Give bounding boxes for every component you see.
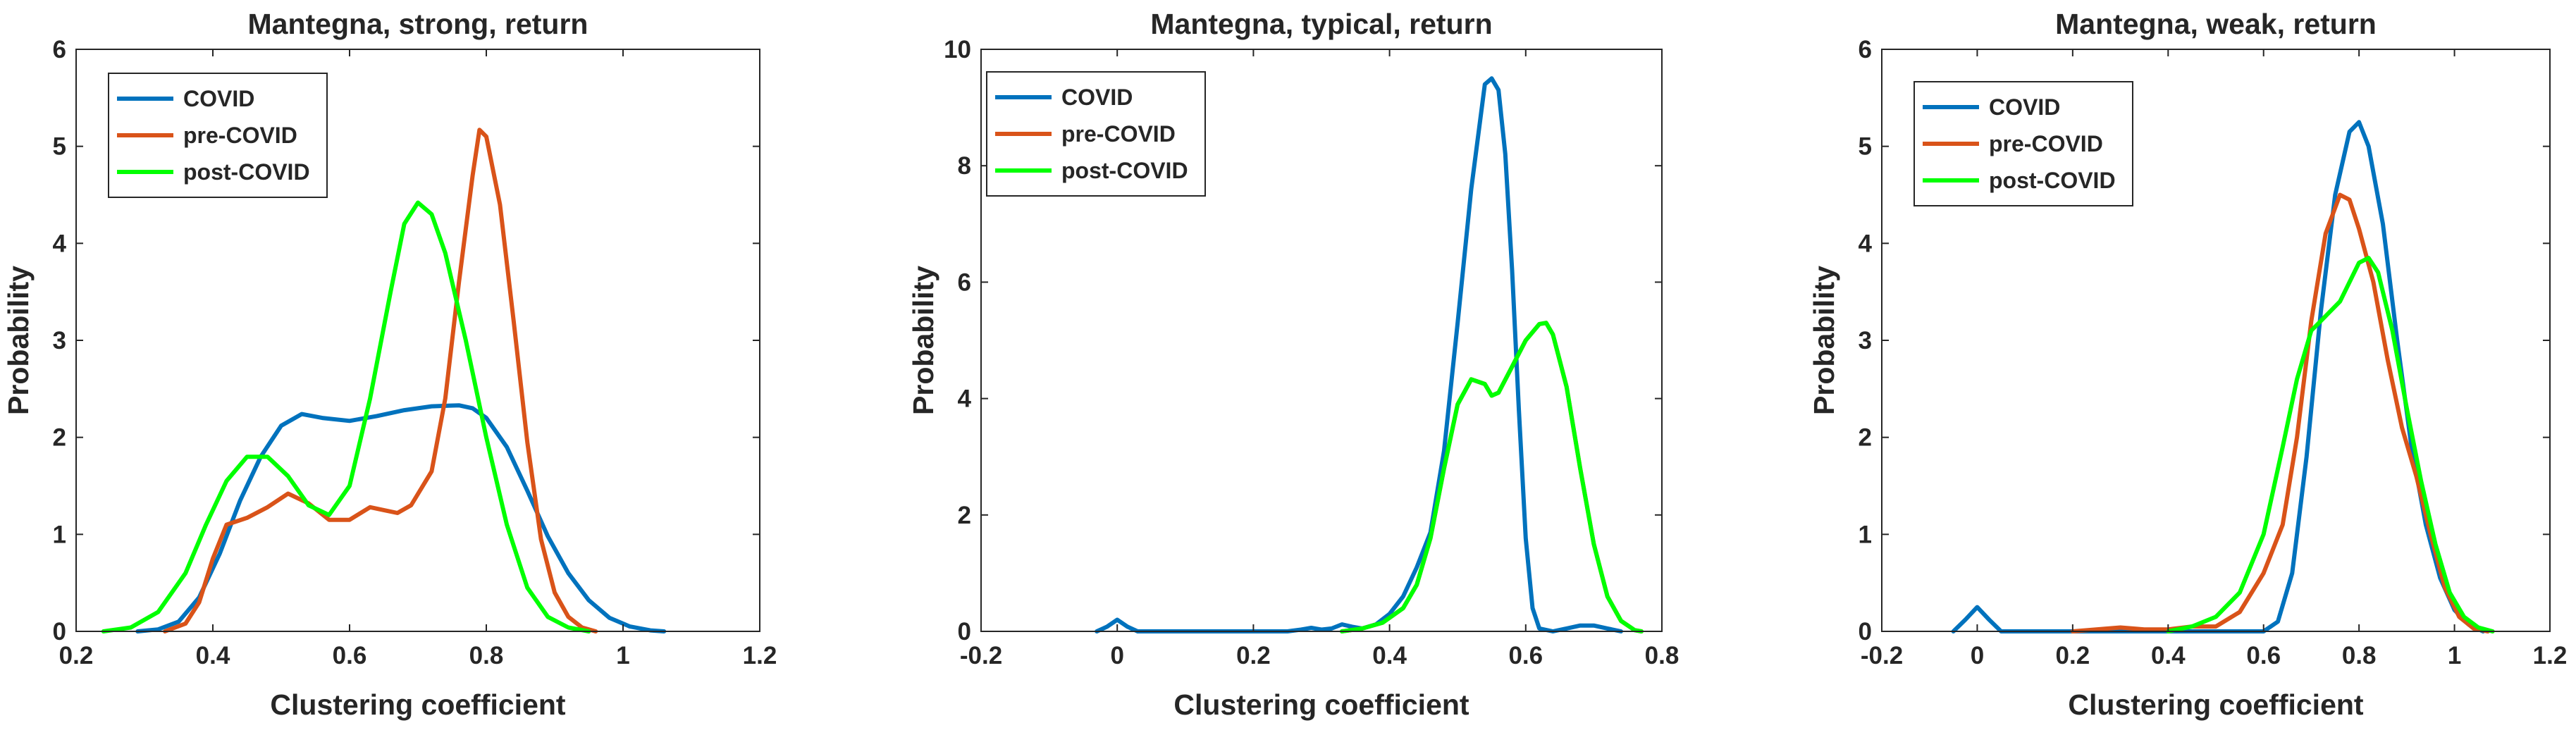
legend-label-pre-covid: pre-COVID <box>1061 121 1176 147</box>
x-axis-label: Clustering coefficient <box>270 688 566 721</box>
series-line-post-covid <box>1340 321 1644 633</box>
series-line-covid <box>1095 76 1623 633</box>
y-tick-label: 10 <box>944 36 971 63</box>
y-tick-label: 4 <box>53 230 67 257</box>
x-tick-label: -0.2 <box>960 642 1002 669</box>
legend: COVID pre-COVID post-COVID <box>108 73 328 198</box>
y-tick-label: 4 <box>1859 230 1873 257</box>
legend: COVID pre-COVID post-COVID <box>986 71 1206 197</box>
x-tick-label: 0.8 <box>469 642 504 669</box>
x-tick-label: 0.2 <box>1236 642 1271 669</box>
x-tick-label: 0 <box>1971 642 1984 669</box>
y-tick-label: 2 <box>958 502 971 529</box>
axes-box <box>980 49 1663 632</box>
y-tick-label: 1 <box>1859 521 1872 548</box>
y-tick-label: 0 <box>1859 618 1872 645</box>
series-line-covid <box>135 403 667 633</box>
series-line-post-covid <box>101 200 591 633</box>
y-tick-label: 6 <box>1859 36 1872 63</box>
x-tick-label: 0.2 <box>2056 642 2090 669</box>
chart-title: Mantegna, strong, return <box>248 8 588 40</box>
x-tick-label: 0.4 <box>1372 642 1407 669</box>
y-tick-label: 2 <box>53 424 66 452</box>
x-tick-label: 0.6 <box>2246 642 2281 669</box>
y-tick-label: 1 <box>53 521 66 548</box>
legend-label-post-covid: post-COVID <box>183 159 310 185</box>
series-line-post-covid <box>2166 256 2495 633</box>
y-tick-label: 5 <box>53 133 66 161</box>
x-tick-label: 1 <box>2448 642 2461 669</box>
x-tick-label: 0.6 <box>333 642 367 669</box>
y-tick-label: 3 <box>1859 327 1872 354</box>
x-tick-label: 0.6 <box>1508 642 1543 669</box>
legend: COVID pre-COVID post-COVID <box>1913 81 2133 206</box>
y-tick-label: 2 <box>1859 424 1872 452</box>
x-tick-label: 0.8 <box>1645 642 1680 669</box>
y-tick-label: 0 <box>958 618 971 645</box>
chart-title: Mantegna, weak, return <box>2055 8 2377 40</box>
x-axis-label: Clustering coefficient <box>2068 688 2364 721</box>
y-axis-label: Probability <box>1808 266 1840 415</box>
x-tick-label: 1.2 <box>743 642 777 669</box>
x-tick-label: -0.2 <box>1861 642 1903 669</box>
y-axis-label: Probability <box>2 266 35 415</box>
legend-label-pre-covid: pre-COVID <box>183 123 297 148</box>
chart-title: Mantegna, typical, return <box>1150 8 1492 40</box>
legend-label-covid: COVID <box>1989 94 2060 120</box>
x-tick-label: 0.8 <box>2342 642 2377 669</box>
x-tick-label: 1 <box>616 642 629 669</box>
legend-label-pre-covid: pre-COVID <box>1989 131 2103 156</box>
y-axis-label: Probability <box>907 266 939 415</box>
y-tick-label: 4 <box>958 385 972 413</box>
y-tick-label: 0 <box>53 618 66 645</box>
legend-label-covid: COVID <box>1061 85 1133 110</box>
x-tick-label: 1.2 <box>2533 642 2568 669</box>
y-tick-label: 8 <box>958 152 971 180</box>
x-axis-label: Clustering coefficient <box>1173 688 1469 721</box>
x-tick-label: 0.4 <box>196 642 230 669</box>
y-tick-label: 3 <box>53 327 66 354</box>
x-tick-label: 0.2 <box>59 642 94 669</box>
x-tick-label: 0.4 <box>2151 642 2186 669</box>
y-tick-label: 6 <box>53 36 66 63</box>
y-tick-label: 6 <box>958 268 971 296</box>
legend-label-covid: COVID <box>183 86 254 111</box>
legend-label-post-covid: post-COVID <box>1061 158 1188 183</box>
chart-panel-1: 0.2 0.4 0.6 0.8 1 1.2 0 1 2 3 4 5 6 Mantegna, strong,… <box>2 8 777 721</box>
legend-label-post-covid: post-COVID <box>1989 168 2116 193</box>
x-tick-label: 0 <box>1110 642 1123 669</box>
y-tick-label: 5 <box>1859 133 1872 161</box>
series-line-pre-covid <box>163 128 598 633</box>
